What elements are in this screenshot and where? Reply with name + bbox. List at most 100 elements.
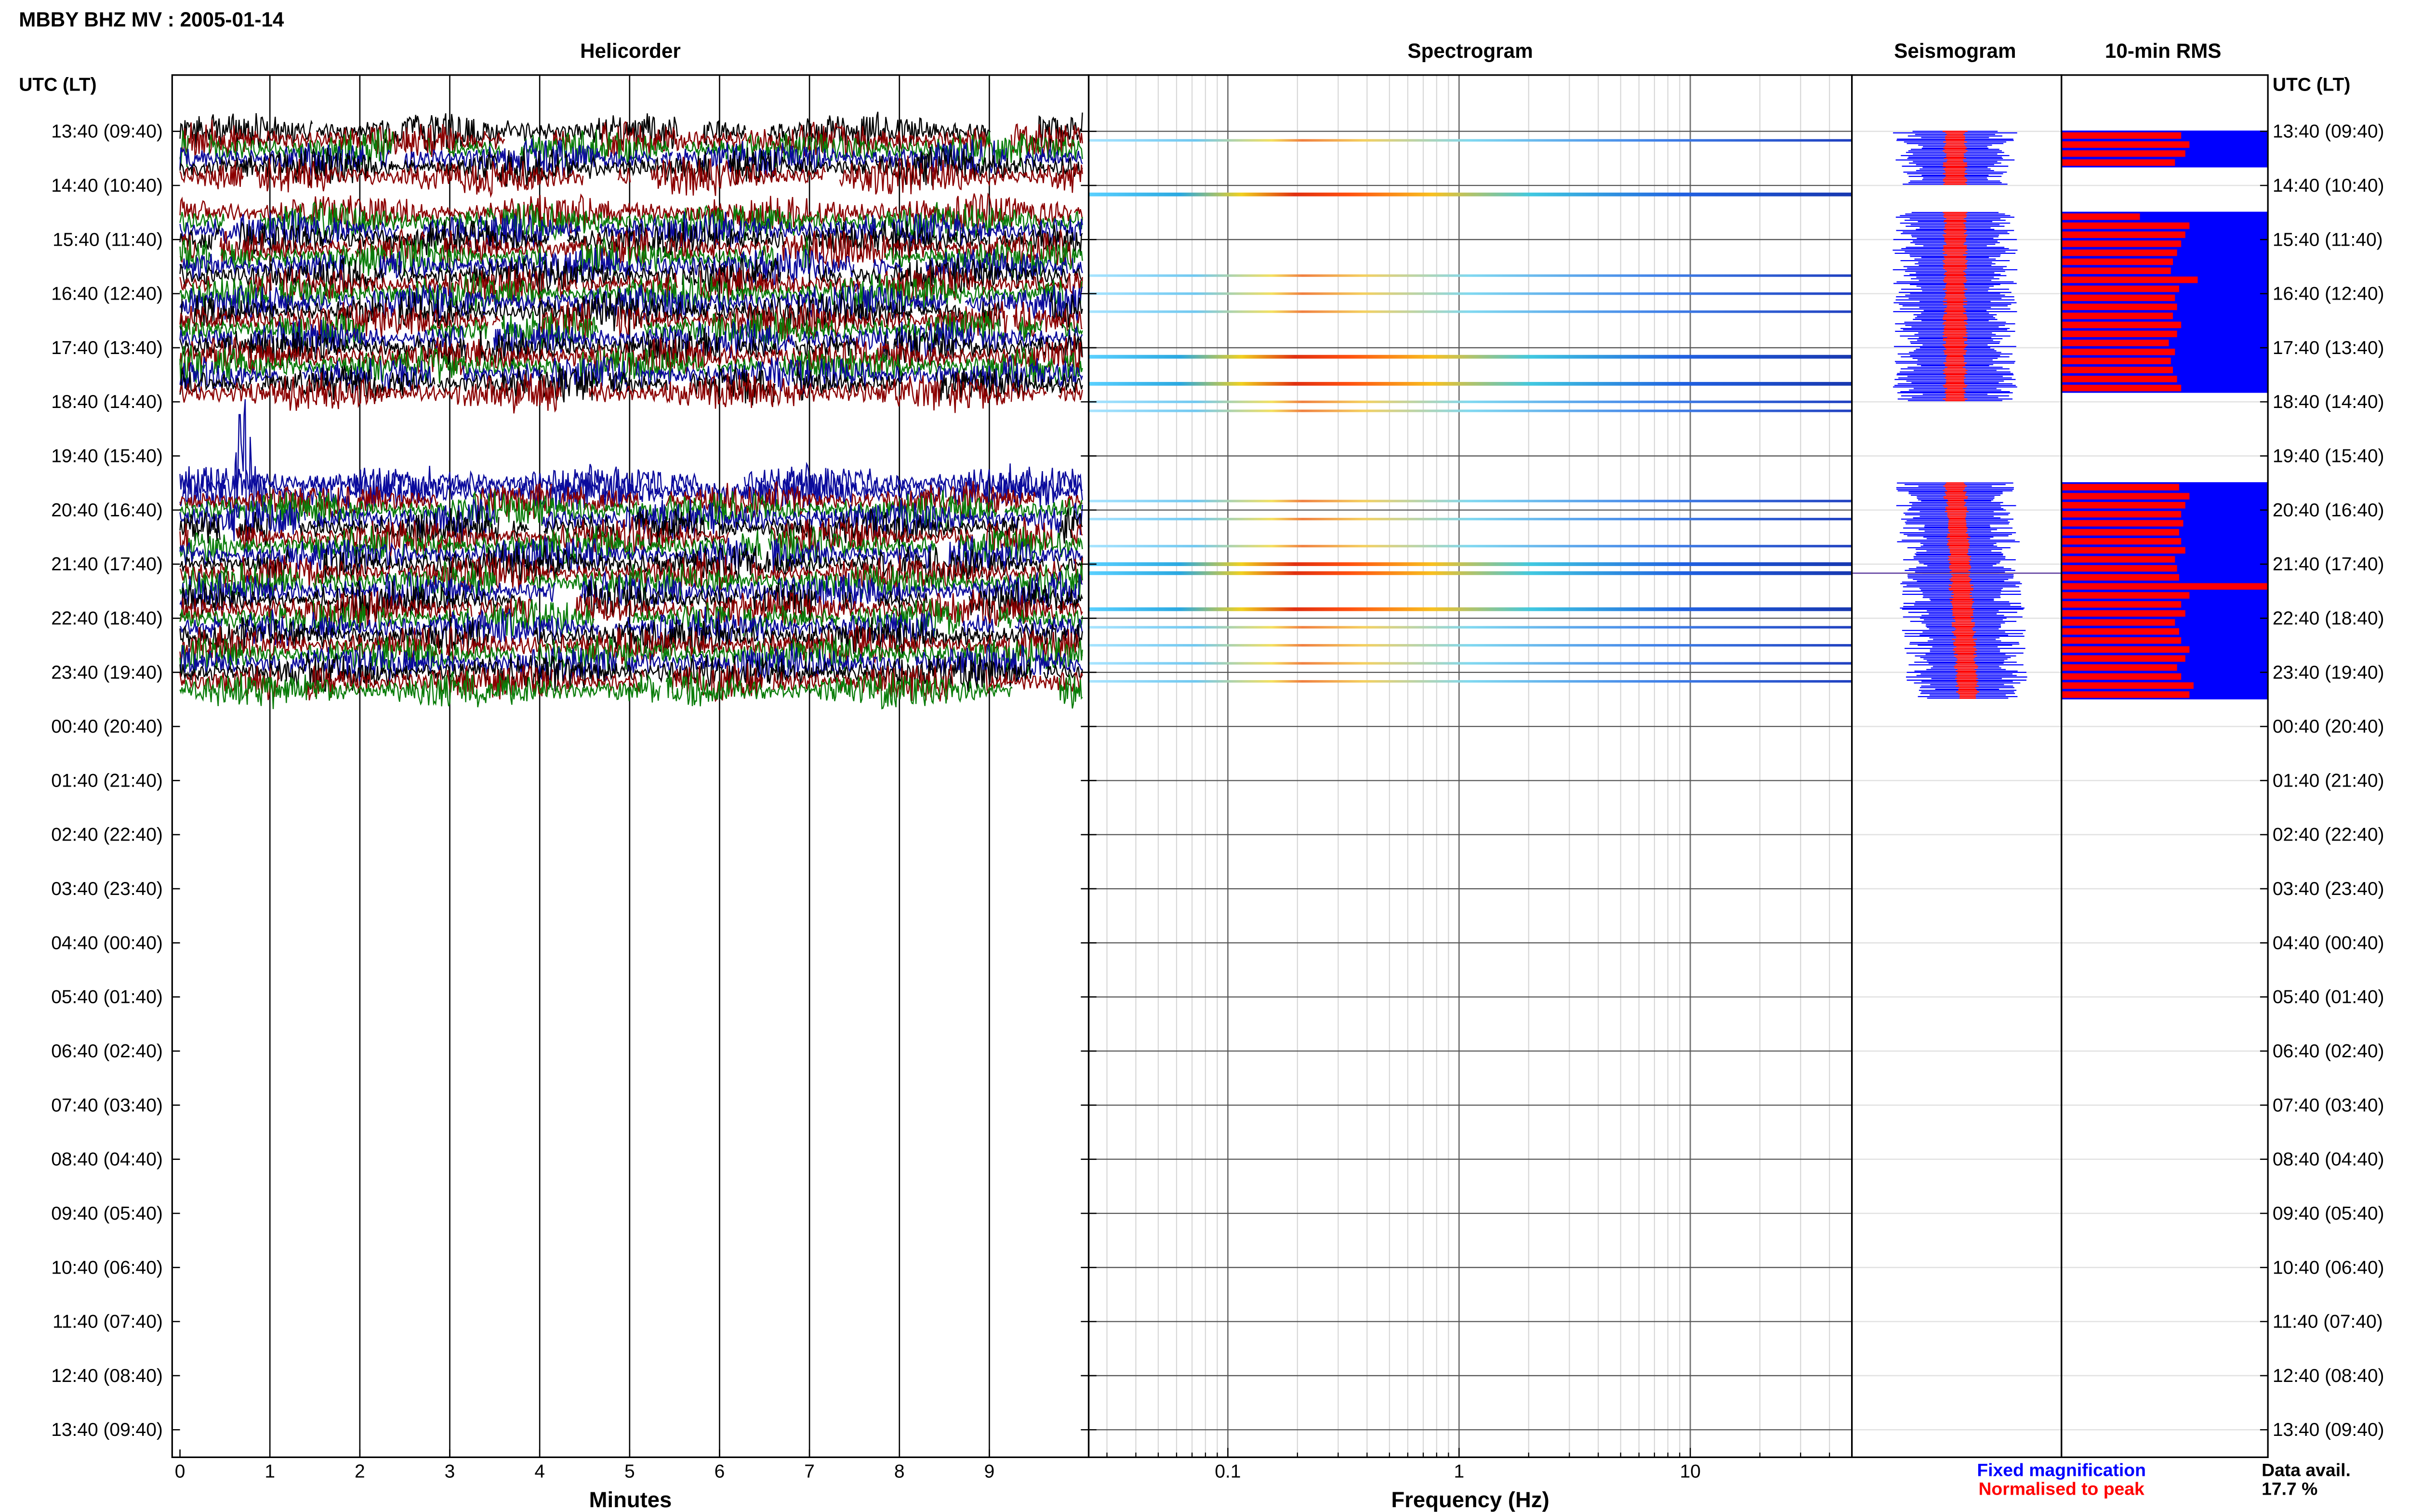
rms-bar-normalised (2061, 294, 2175, 302)
hour-label-right: 21:40 (17:40) (2273, 554, 2384, 575)
rms-bar-normalised (2061, 664, 2177, 671)
rms-bar-normalised (2061, 303, 2177, 310)
hour-label-left: 02:40 (22:40) (51, 825, 163, 845)
rms-bar-normalised (2061, 240, 2182, 247)
hour-label-right: 04:40 (00:40) (2273, 933, 2384, 953)
rms-bar-normalised (2061, 249, 2177, 256)
hour-label-left: 06:40 (02:40) (51, 1041, 163, 1062)
hour-label-left: 12:40 (08:40) (51, 1366, 163, 1386)
minute-tick-label: 0 (175, 1461, 185, 1482)
hour-label-left: 19:40 (15:40) (51, 446, 163, 467)
helicorder-trace (179, 570, 1083, 612)
rms-bar-normalised (2061, 583, 2268, 590)
rms-bar-normalised (2061, 538, 2182, 545)
spectrogram-band (1088, 571, 1852, 575)
rms-bar-normalised (2061, 367, 2173, 373)
rms-bar-normalised (2061, 691, 2190, 698)
right-time-axis-label: UTC (LT) (2273, 74, 2350, 95)
minute-tick-label: 8 (894, 1461, 905, 1482)
minute-tick-label: 4 (534, 1461, 545, 1482)
rms-bar-normalised (2061, 213, 2140, 220)
minute-tick-label: 5 (624, 1461, 635, 1482)
spectrogram-band (1088, 139, 1852, 142)
rms-bars (2061, 131, 2268, 699)
rms-bar-normalised (2061, 592, 2190, 599)
hour-label-left: 22:40 (18:40) (51, 608, 163, 629)
hour-label-left: 05:40 (01:40) (51, 987, 163, 1008)
helicorder-trace (179, 606, 1083, 647)
rms-bar-normalised (2061, 484, 2179, 491)
rms-bar-normalised (2061, 682, 2194, 689)
minute-tick-label: 6 (715, 1461, 725, 1482)
spectrogram-band (1088, 310, 1852, 313)
minute-tick-label: 1 (265, 1461, 275, 1482)
rms-bar-normalised (2061, 610, 2185, 617)
spectrogram-band (1088, 381, 1852, 386)
seismogram-traces (1852, 131, 2062, 699)
rms-bar-normalised (2061, 601, 2182, 608)
hour-label-left: 01:40 (21:40) (51, 770, 163, 791)
hour-label-left: 16:40 (12:40) (51, 284, 163, 304)
rms-bar-normalised (2061, 357, 2171, 365)
hour-label-right: 03:40 (23:40) (2273, 879, 2384, 899)
helicorder-trace (179, 499, 1083, 539)
hour-label-left: 10:40 (06:40) (51, 1257, 163, 1278)
hour-label-right: 02:40 (22:40) (2273, 825, 2384, 845)
hour-label-right: 09:40 (05:40) (2273, 1203, 2384, 1224)
helicorder-trace (179, 372, 1083, 414)
helicorder-title: Helicorder (580, 39, 681, 62)
rms-bar-normalised (2061, 222, 2190, 229)
rms-bar-normalised (2061, 132, 2182, 139)
spectrogram-band (1088, 292, 1852, 295)
minute-tick-label: 2 (355, 1461, 365, 1482)
frequency-tick-label: 10 (1680, 1461, 1701, 1482)
hour-label-left: 13:40 (09:40) (51, 121, 163, 142)
helicorder-trace (179, 257, 1083, 296)
spectrogram-band (1088, 274, 1852, 277)
hour-label-right: 07:40 (03:40) (2273, 1095, 2384, 1116)
rms-bar-normalised (2061, 285, 2179, 292)
hour-label-left: 14:40 (10:40) (51, 175, 163, 196)
spectrogram-band (1088, 626, 1852, 629)
helicorder-traces (179, 111, 1083, 710)
axis-ticks: 0 1 2 3 4 5 6 7 8 9 0.1 1 10 13:40 (09:40) 13:40 (09:4… (51, 121, 2384, 1482)
hour-label-right: 17:40 (13:40) (2273, 338, 2384, 358)
hour-label-right: 23:40 (19:40) (2273, 662, 2384, 683)
hour-label-left: 00:40 (20:40) (51, 716, 163, 737)
hour-label-right: 10:40 (06:40) (2273, 1257, 2384, 1278)
helicorder-trace (179, 247, 1083, 287)
rms-bar-normalised (2061, 502, 2185, 509)
helicorder-trace (179, 653, 1083, 693)
rms-bar-normalised (2061, 511, 2182, 518)
rms-bar-normalised (2061, 619, 2175, 626)
helicorder-trace (179, 516, 1083, 557)
helicorder-x-axis-label: Minutes (589, 1487, 672, 1512)
hour-label-right: 11:40 (07:40) (2273, 1312, 2383, 1332)
spectrogram-band (1088, 607, 1852, 611)
hour-label-left: 09:40 (05:40) (51, 1203, 163, 1224)
helicorder-trace (179, 345, 1083, 386)
rms-bar-normalised (2061, 493, 2190, 500)
hour-label-left: 08:40 (04:40) (51, 1149, 163, 1170)
hour-label-left: 17:40 (13:40) (51, 338, 163, 358)
rms-bar-normalised (2061, 276, 2198, 283)
rms-bar-normalised (2061, 673, 2182, 680)
helicorder-trace (179, 670, 1083, 710)
minute-tick-label: 7 (804, 1461, 815, 1482)
hour-label-left: 18:40 (14:40) (51, 392, 163, 412)
seismogram-normalised (1942, 211, 1968, 401)
panel-frames (171, 74, 2269, 1459)
frequency-tick-label: 1 (1454, 1461, 1465, 1482)
rms-bar-normalised (2061, 556, 2175, 563)
hour-label-right: 05:40 (01:40) (2273, 987, 2384, 1008)
rms-bar-normalised (2061, 150, 2185, 157)
hour-label-right: 20:40 (16:40) (2273, 500, 2384, 521)
hour-label-right: 14:40 (10:40) (2273, 175, 2384, 196)
helicorder-trace (179, 399, 1083, 558)
hour-label-left: 20:40 (16:40) (51, 500, 163, 521)
helicorder-trace (179, 635, 1083, 674)
spectrogram-x-axis-label: Frequency (Hz) (1391, 1487, 1549, 1512)
hour-label-right: 00:40 (20:40) (2273, 716, 2384, 737)
left-time-axis-label: UTC (LT) (19, 74, 96, 95)
rms-bar-normalised (2061, 348, 2175, 355)
